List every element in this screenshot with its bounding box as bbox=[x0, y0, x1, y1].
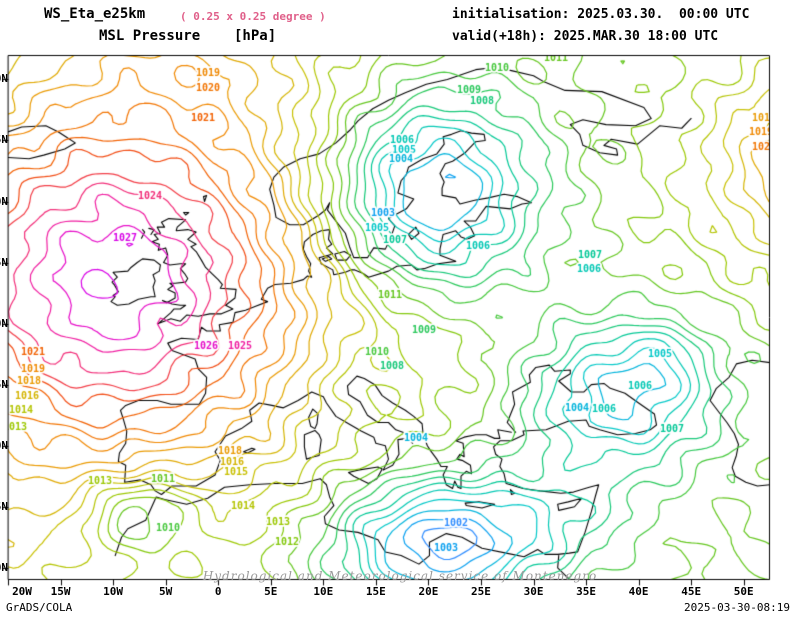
x-tick-label: 0 bbox=[214, 585, 222, 598]
y-tick-label: 70N bbox=[0, 72, 8, 86]
x-tick-label: 5E bbox=[264, 585, 278, 598]
field-title: MSL Pressure bbox=[99, 28, 201, 44]
x-tick-label: 45E bbox=[681, 585, 702, 598]
x-tick-label: 15W bbox=[50, 585, 71, 598]
y-tick-label: 30N bbox=[0, 560, 8, 574]
x-tick-label: 5W bbox=[159, 585, 173, 598]
x-tick-label: 15E bbox=[365, 585, 386, 598]
grads-credit: GrADS/COLA bbox=[6, 601, 73, 614]
x-tick-label: 20W bbox=[12, 585, 32, 598]
x-tick-label: 25E bbox=[471, 585, 491, 598]
x-tick-label: 40E bbox=[628, 585, 649, 598]
valid-time-label: valid(+18h): 2025.MAR.30 18:00 UTC bbox=[452, 29, 719, 44]
watermark-text: Hydrological and Meteorological service … bbox=[202, 569, 598, 583]
x-tick-label: 10E bbox=[313, 585, 334, 598]
y-tick-label: 55N bbox=[0, 255, 8, 269]
y-tick-label: 40N bbox=[0, 438, 8, 452]
y-tick-label: 60N bbox=[0, 194, 8, 208]
model-name: WS_Eta_e25km bbox=[44, 6, 146, 22]
resolution-note: ( 0.25 x 0.25 degree ) bbox=[180, 10, 326, 23]
x-tick-label: 50E bbox=[733, 585, 754, 598]
x-tick-label: 20E bbox=[418, 585, 439, 598]
field-units: [hPa] bbox=[234, 28, 277, 44]
y-tick-label: 65N bbox=[0, 133, 8, 147]
y-tick-label: 45N bbox=[0, 377, 8, 391]
x-tick-label: 10W bbox=[103, 585, 124, 598]
y-tick-label: 35N bbox=[0, 499, 8, 513]
x-tick-label: 35E bbox=[576, 585, 596, 598]
render-timestamp: 2025-03-30-08:19 bbox=[684, 601, 790, 614]
y-tick-label: 50N bbox=[0, 316, 8, 330]
init-time-label: initialisation: 2025.03.30. 00:00 UTC bbox=[452, 7, 750, 22]
x-tick-label: 30E bbox=[523, 585, 544, 598]
